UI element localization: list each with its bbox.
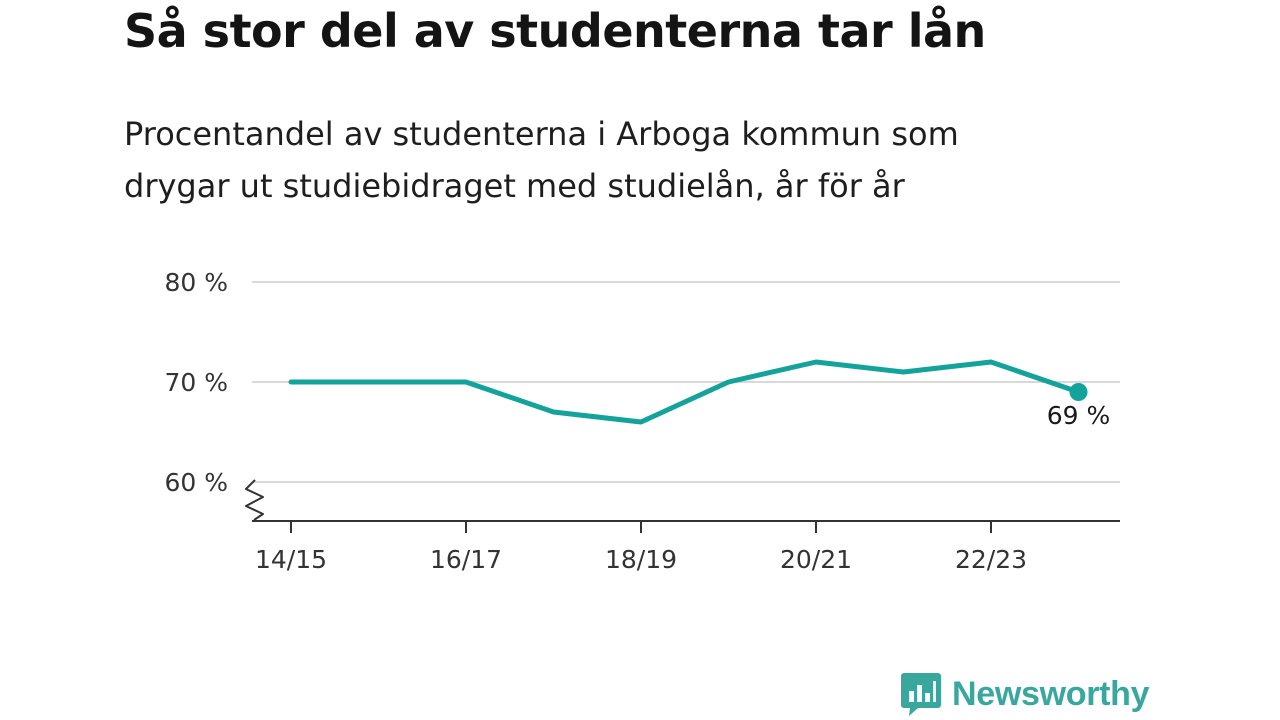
newsworthy-logo: Newsworthy	[900, 670, 1150, 718]
series-group: 69 %	[288, 359, 1111, 430]
y-axis-break-icon	[245, 479, 264, 521]
x-tick-label-0: 14/15	[255, 545, 327, 574]
y-tick-label-70: 70 %	[164, 368, 228, 397]
chart-subtitle: Procentandel av studenterna i Arboga kom…	[124, 108, 1124, 212]
x-tick-label-1: 16/17	[430, 545, 502, 574]
series-line	[288, 359, 1081, 425]
chart-title: Så stor del av studenterna tar lån	[124, 4, 986, 58]
y-tick-label-80: 80 %	[164, 268, 228, 297]
x-tick-label-2: 18/19	[605, 545, 677, 574]
x-axis-ticks: 14/15 16/17 18/19 20/21 22/23	[255, 521, 1027, 574]
y-tick-label-60: 60 %	[164, 468, 228, 497]
newsworthy-logo-text: Newsworthy	[952, 674, 1150, 713]
subtitle-line-1: Procentandel av studenterna i Arboga kom…	[124, 115, 959, 153]
subtitle-line-2: drygar ut studiebidraget med studielån, …	[124, 167, 905, 205]
newsworthy-logo-icon	[901, 673, 941, 716]
y-axis-ticks: 60 % 70 % 80 %	[164, 268, 228, 497]
x-tick-label-4: 22/23	[955, 545, 1027, 574]
x-tick-label-3: 20/21	[780, 545, 852, 574]
last-point-label: 69 %	[1047, 401, 1111, 430]
last-point-marker	[1069, 383, 1088, 401]
